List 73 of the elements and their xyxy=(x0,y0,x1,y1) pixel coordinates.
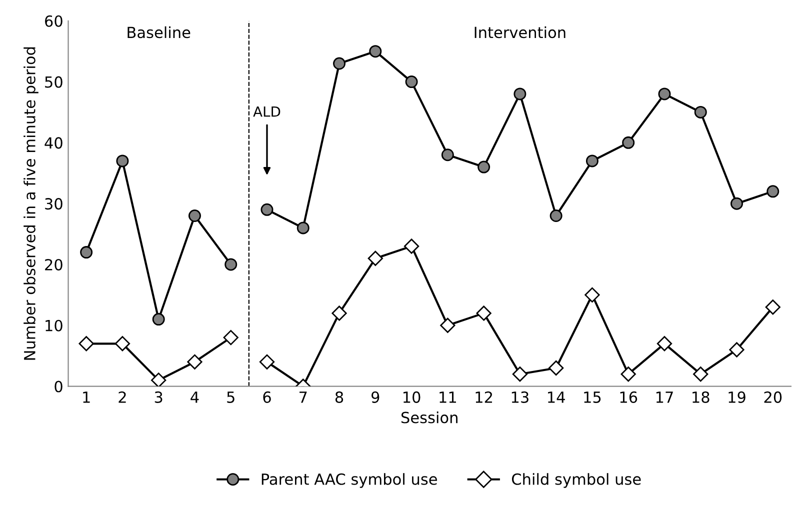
annotation: ALD xyxy=(253,106,280,117)
legend-label: Child symbol use xyxy=(512,473,641,488)
point xyxy=(296,222,310,234)
annotation: Intervention xyxy=(474,26,566,38)
legend-label: Parent AAC symbol use xyxy=(262,473,437,488)
point xyxy=(114,336,130,352)
y-tick-label: 30 xyxy=(45,198,62,210)
point xyxy=(260,203,274,216)
point xyxy=(514,88,526,100)
point xyxy=(78,336,94,352)
y-tick-label: 60 xyxy=(45,15,62,27)
x-tick-label: 5 xyxy=(227,392,234,403)
point xyxy=(586,154,598,168)
annotation: Baseline xyxy=(128,26,190,38)
x-tick-label: 11 xyxy=(440,392,456,403)
point xyxy=(333,57,346,70)
point xyxy=(730,197,744,210)
x-axis-title: Session xyxy=(401,411,458,424)
y-tick-label: 40 xyxy=(44,137,62,149)
x-tick-label: 4 xyxy=(190,392,199,403)
x-tick-label: 6 xyxy=(263,391,271,403)
x-tick-label: 9 xyxy=(372,391,380,403)
point xyxy=(658,88,671,100)
point xyxy=(584,287,600,302)
point xyxy=(152,313,165,326)
point xyxy=(404,238,420,254)
x-tick-label: 10 xyxy=(403,391,420,403)
y-tick-label: 20 xyxy=(45,258,62,270)
point xyxy=(766,185,780,198)
point xyxy=(368,250,383,266)
point xyxy=(550,210,562,222)
x-tick-label: 19 xyxy=(728,391,746,403)
point xyxy=(332,306,347,321)
y-tick-label: 50 xyxy=(45,76,62,88)
x-tick-label: 7 xyxy=(300,392,307,403)
point xyxy=(369,45,382,58)
y-axis-title: Number observed in a five minute period xyxy=(24,47,38,360)
point xyxy=(476,306,492,321)
point xyxy=(548,360,564,376)
point xyxy=(693,366,708,382)
point xyxy=(223,330,238,346)
point xyxy=(151,372,166,386)
point xyxy=(259,354,275,370)
x-tick-label: 18 xyxy=(692,391,710,403)
point xyxy=(478,160,490,174)
point xyxy=(765,300,780,315)
x-tick-label: 2 xyxy=(118,391,126,403)
point xyxy=(512,366,528,382)
point xyxy=(441,148,454,162)
point xyxy=(656,336,672,352)
point xyxy=(694,106,707,118)
point xyxy=(187,354,202,370)
point xyxy=(622,136,635,149)
x-tick-label: 16 xyxy=(620,391,638,403)
x-tick-label: 3 xyxy=(154,391,162,403)
x-tick-label: 17 xyxy=(656,392,673,403)
point xyxy=(80,246,93,259)
x-tick-label: 12 xyxy=(476,391,492,403)
point xyxy=(729,342,744,358)
point xyxy=(620,366,636,382)
x-tick-label: 15 xyxy=(584,392,601,403)
x-tick-label: 8 xyxy=(335,391,344,403)
point xyxy=(188,210,201,222)
point xyxy=(405,76,418,88)
point xyxy=(440,318,456,333)
y-tick-label: 10 xyxy=(46,320,62,332)
x-tick-label: 14 xyxy=(548,392,565,403)
point xyxy=(224,258,238,271)
x-tick-label: 13 xyxy=(512,391,528,403)
point xyxy=(116,154,129,168)
y-tick-label: 0 xyxy=(54,380,62,392)
x-tick-label: 20 xyxy=(764,391,782,403)
x-tick-label: 1 xyxy=(83,392,90,403)
